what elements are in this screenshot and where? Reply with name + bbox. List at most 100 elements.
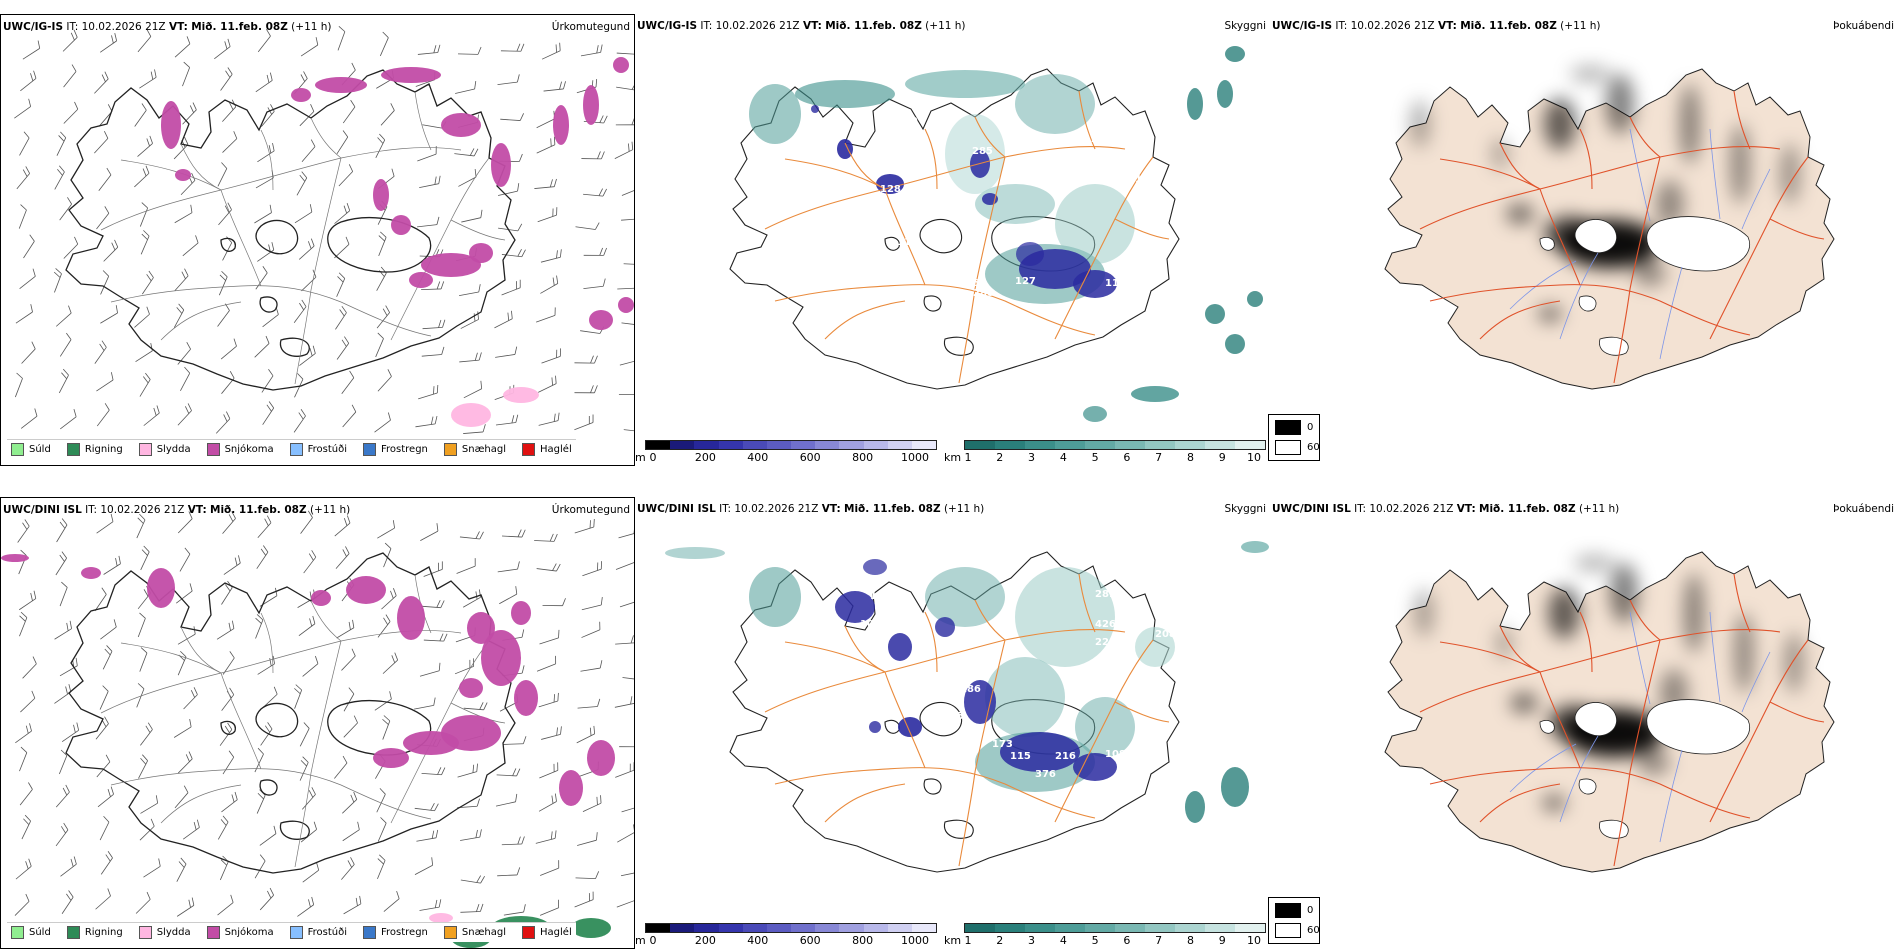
cloud-base-area <box>888 633 912 661</box>
wind-barb-flag <box>150 71 154 80</box>
colorbar-tick-label: 0 <box>649 451 657 464</box>
wind-barb-flag <box>33 70 37 79</box>
panel-header: UWC/IG-IS IT: 10.02.2026 21Z VT: Mið. 11… <box>1272 20 1601 32</box>
wind-barb <box>460 319 479 329</box>
snow-area <box>514 680 538 716</box>
wind-barb <box>497 874 518 877</box>
colorbar-unit: m <box>635 934 646 947</box>
wind-barb-flag <box>477 311 479 320</box>
wind-barb-flag <box>559 81 562 90</box>
wind-barb-flag <box>62 787 68 796</box>
cloud-base-label: 240 <box>1091 134 1112 145</box>
wind-barb-flag <box>377 137 384 144</box>
wind-barb-flag <box>61 518 68 526</box>
wind-barb-flag <box>516 74 520 83</box>
wind-barb-flag <box>430 416 434 425</box>
fog-shading <box>1414 555 1804 811</box>
wind-barb <box>336 278 346 297</box>
sleet-area <box>503 387 539 403</box>
colorbar-tick-label: 200 <box>694 451 716 464</box>
wind-barb-flag <box>476 798 480 807</box>
cloud-base-label: 11 <box>897 237 911 248</box>
wind-barb <box>141 277 154 295</box>
wind-barb-flag <box>104 403 110 411</box>
precip-legend-item: Snjókoma <box>206 443 274 456</box>
wind-barb-flag <box>601 151 605 160</box>
wind-barb <box>257 663 275 675</box>
fog-patch <box>1734 613 1754 693</box>
wind-barb <box>100 626 117 640</box>
fog-patch <box>1634 262 1666 286</box>
wind-barb <box>538 700 558 708</box>
visibility-area <box>795 80 895 108</box>
wind-barb <box>417 52 438 55</box>
snow-area <box>491 143 511 187</box>
wind-barb <box>54 171 65 190</box>
wind-barb-flag <box>74 101 79 110</box>
wind-barb-flag <box>23 818 30 825</box>
visibility-area <box>1225 46 1245 62</box>
wind-barb-flag <box>478 284 481 293</box>
wind-barb-flag <box>190 690 196 698</box>
wind-barb-flag <box>25 725 29 734</box>
road <box>294 157 342 385</box>
wind-barb <box>221 694 235 711</box>
wind-barb-flag <box>551 795 554 804</box>
road <box>1439 158 1541 190</box>
wind-barb-flag <box>438 899 442 908</box>
wind-barb-flag <box>295 684 302 691</box>
wind-barb <box>140 551 150 571</box>
wind-barb <box>623 429 634 432</box>
wind-barb <box>297 904 314 917</box>
visibility-area <box>1221 767 1249 807</box>
wind-barb-flag <box>140 647 148 654</box>
colorbar-segment <box>742 441 767 449</box>
wind-barb-flag <box>140 757 147 765</box>
wind-barb <box>334 243 350 259</box>
wind-barb-flag <box>377 332 384 339</box>
snow-area <box>421 253 481 277</box>
cloud-base-label: 705 <box>943 711 964 722</box>
wind-barb <box>54 628 72 640</box>
wind-barb-flag <box>517 183 520 192</box>
wind-barb-flag <box>434 803 439 811</box>
road <box>974 599 1006 641</box>
wind-barb <box>621 322 634 325</box>
wind-barb-flag <box>303 71 308 79</box>
wind-barb <box>140 235 150 255</box>
wind-barb <box>20 78 37 92</box>
wind-barb <box>23 241 35 259</box>
wind-barb-flag <box>228 750 235 758</box>
road <box>450 219 506 241</box>
wind-barb-flag <box>219 274 226 281</box>
wind-barb-flag <box>148 270 154 278</box>
wind-barb-flag <box>517 223 523 232</box>
wind-barb-flag <box>599 115 604 123</box>
wind-barb-flag <box>309 348 313 356</box>
wind-barb <box>179 553 191 572</box>
wind-barb-flag <box>516 768 521 777</box>
snow-area <box>381 67 441 83</box>
wind-barb-flag <box>553 178 557 187</box>
glacier-outline <box>923 295 942 312</box>
wind-barb <box>21 348 36 364</box>
wind-barb <box>94 138 109 154</box>
wind-barb-flag <box>433 386 435 395</box>
wind-barb <box>254 753 264 773</box>
wind-barb <box>55 829 69 847</box>
wind-barb <box>177 518 193 534</box>
wind-barb-flag <box>267 722 273 730</box>
wind-barb <box>174 43 191 58</box>
wind-barb-flag <box>99 343 105 351</box>
wind-barb-flag <box>30 304 33 313</box>
cloud-base-label: 180 <box>953 204 974 215</box>
legend-label: Frostúði <box>307 927 347 938</box>
wind-barb-flag <box>185 754 190 762</box>
wind-barb <box>383 898 400 912</box>
wind-barb <box>503 743 524 745</box>
wind-barb-flag <box>438 319 442 328</box>
colorbar-segment <box>1055 924 1085 932</box>
cloud-base-label: 209 <box>897 116 918 127</box>
wind-barb-flag <box>238 555 241 564</box>
